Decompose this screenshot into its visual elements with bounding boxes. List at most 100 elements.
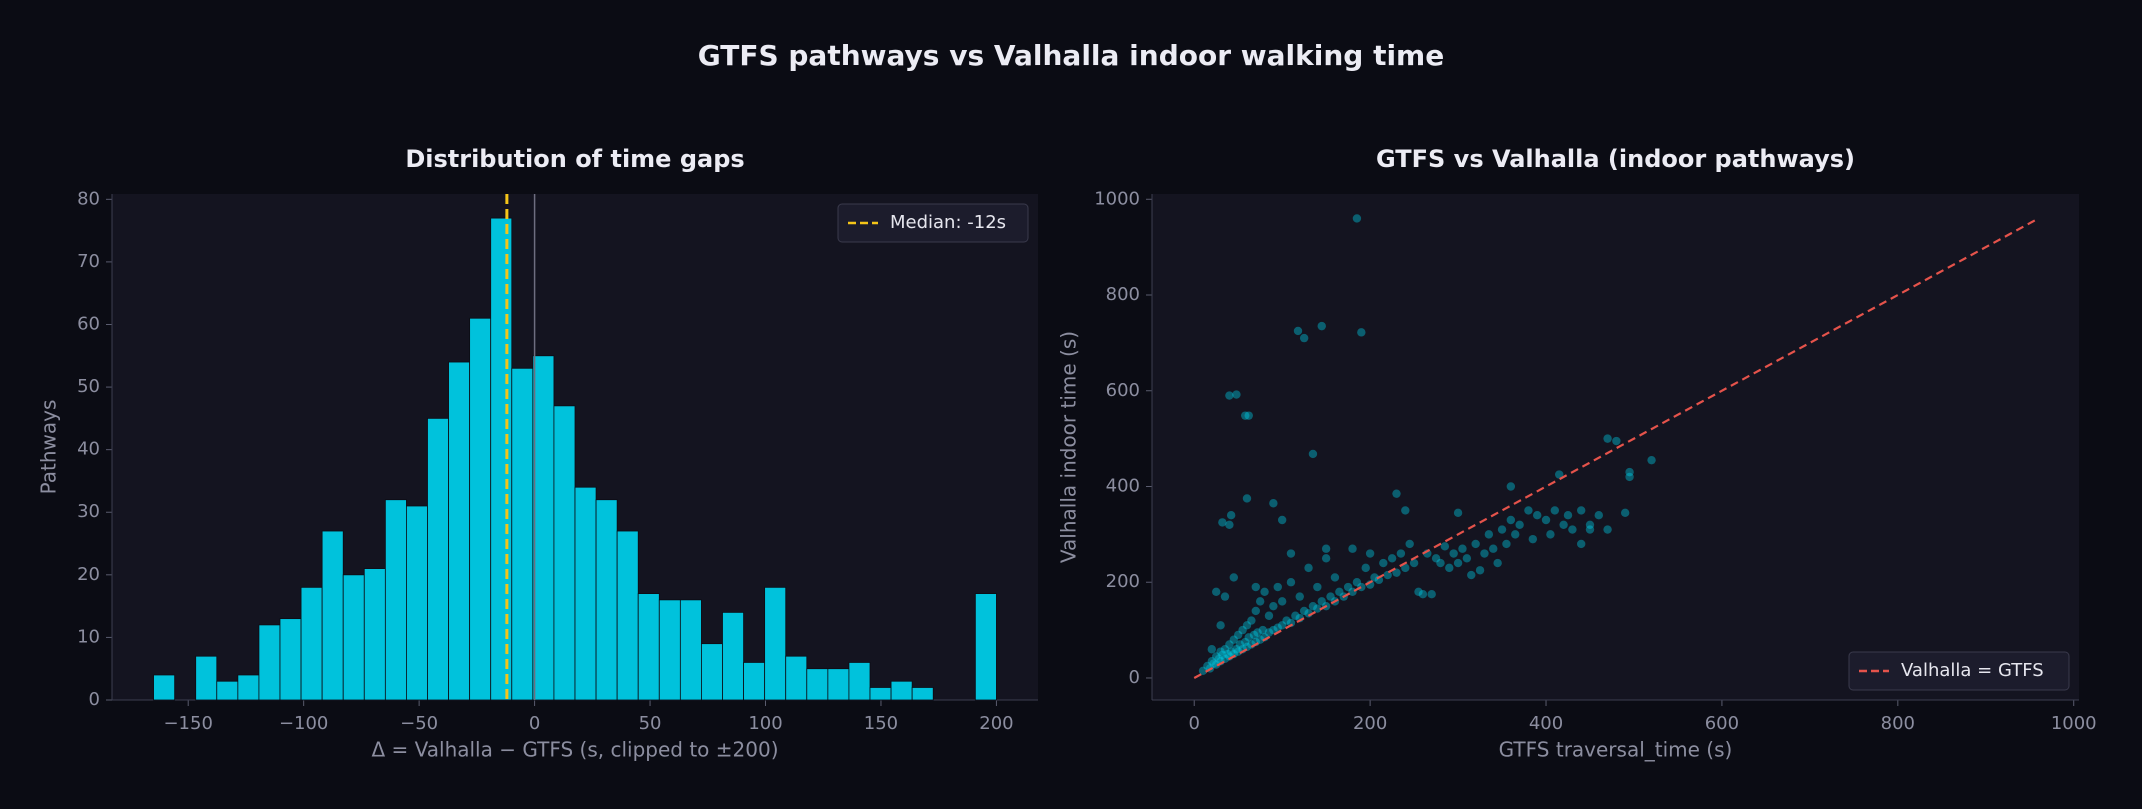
point: [1357, 582, 1366, 592]
point: [1216, 621, 1225, 630]
bar: [869, 687, 892, 701]
bar: [743, 662, 766, 701]
point: [1282, 616, 1291, 625]
point: [1321, 544, 1331, 553]
point: [1291, 611, 1300, 620]
point: [1229, 649, 1238, 659]
point: [1559, 520, 1568, 529]
x-tick-label: 200: [979, 713, 1013, 734]
bar: [890, 680, 913, 701]
point: [1585, 520, 1595, 529]
point: [1475, 566, 1485, 575]
y-tick-label: 600: [1106, 380, 1140, 401]
point: [1480, 549, 1489, 558]
point: [1214, 654, 1224, 664]
point: [1218, 518, 1227, 527]
point: [1216, 647, 1225, 656]
point: [1352, 578, 1362, 587]
bar: [974, 593, 997, 701]
point: [1392, 489, 1401, 498]
point: [1352, 214, 1362, 223]
bar: [658, 599, 681, 701]
point: [1225, 640, 1234, 649]
point: [1497, 525, 1507, 534]
point: [1277, 621, 1287, 630]
point: [1335, 587, 1344, 597]
point: [1308, 601, 1318, 611]
point: [1493, 558, 1502, 568]
bar: [806, 668, 829, 701]
bar: [595, 499, 618, 701]
point: [1515, 520, 1524, 529]
point: [1247, 616, 1256, 625]
point: [1555, 470, 1564, 479]
point: [1226, 647, 1236, 656]
bar: [216, 680, 239, 701]
point: [1277, 515, 1287, 525]
point: [1467, 570, 1476, 580]
point: [1209, 659, 1218, 668]
point: [1313, 604, 1322, 613]
point: [1370, 573, 1379, 582]
point: [1453, 558, 1463, 568]
point: [1232, 390, 1241, 399]
bar: [300, 586, 323, 701]
bar: [764, 586, 787, 701]
y-tick-label: 80: [77, 188, 100, 209]
x-tick-label: 50: [639, 713, 662, 734]
point: [1348, 544, 1357, 553]
point: [1253, 628, 1262, 637]
point: [1244, 633, 1253, 642]
point: [1238, 625, 1247, 635]
y-axis-label: Pathways: [37, 400, 61, 495]
bar: [679, 599, 702, 701]
point: [1251, 606, 1260, 616]
point: [1550, 506, 1560, 515]
point: [1251, 582, 1260, 592]
x-tick-label: 800: [1881, 713, 1915, 734]
bar: [848, 662, 871, 701]
figure-title: GTFS pathways vs Valhalla indoor walking…: [698, 39, 1444, 72]
point: [1431, 554, 1441, 563]
bar: [469, 317, 492, 701]
y-tick-label: 0: [1129, 667, 1140, 688]
bar: [195, 655, 218, 701]
point: [1299, 333, 1309, 343]
point: [1436, 558, 1445, 568]
legend-box: [837, 203, 1029, 243]
x-tick-label: −50: [400, 713, 438, 734]
point: [1603, 434, 1612, 443]
point: [1576, 539, 1586, 549]
x-tick-label: 100: [748, 713, 782, 734]
point: [1244, 411, 1253, 420]
point: [1440, 542, 1450, 551]
bar: [785, 655, 808, 701]
bar: [511, 367, 534, 701]
x-tick-label: 1000: [2051, 713, 2097, 734]
point: [1235, 640, 1245, 649]
point: [1458, 544, 1467, 553]
point: [1255, 597, 1265, 606]
x-axis-label: GTFS traversal_time (s): [1499, 738, 1733, 762]
legend-box: [1848, 651, 2070, 691]
x-tick-label: 0: [1188, 713, 1199, 734]
point: [1212, 660, 1221, 669]
point: [1453, 508, 1463, 518]
point: [1218, 650, 1227, 660]
legend-label: Median: -12s: [890, 212, 1006, 233]
y-tick-label: 1000: [1094, 188, 1140, 209]
y-tick-label: 40: [77, 439, 100, 460]
point: [1308, 449, 1318, 459]
point: [1299, 606, 1309, 616]
point: [1594, 511, 1603, 520]
point: [1576, 506, 1586, 515]
point: [1264, 628, 1274, 637]
point: [1233, 630, 1243, 640]
point: [1229, 635, 1238, 644]
bar: [384, 499, 407, 701]
bar: [722, 611, 744, 701]
point: [1405, 539, 1414, 549]
point: [1585, 525, 1595, 534]
y-tick-label: 10: [77, 626, 100, 647]
